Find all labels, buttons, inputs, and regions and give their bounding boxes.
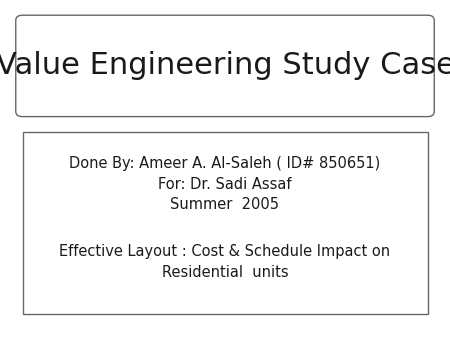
Text: Effective Layout : Cost & Schedule Impact on: Effective Layout : Cost & Schedule Impac…	[59, 244, 391, 259]
FancyBboxPatch shape	[22, 132, 427, 314]
FancyBboxPatch shape	[16, 15, 434, 117]
Text: Summer  2005: Summer 2005	[171, 197, 279, 212]
Text: For: Dr. Sadi Assaf: For: Dr. Sadi Assaf	[158, 177, 292, 192]
Text: Residential  units: Residential units	[162, 265, 288, 280]
Text: Value Engineering Study Case: Value Engineering Study Case	[0, 51, 450, 80]
Text: Done By: Ameer A. Al-Saleh ( ID# 850651): Done By: Ameer A. Al-Saleh ( ID# 850651)	[69, 156, 381, 171]
